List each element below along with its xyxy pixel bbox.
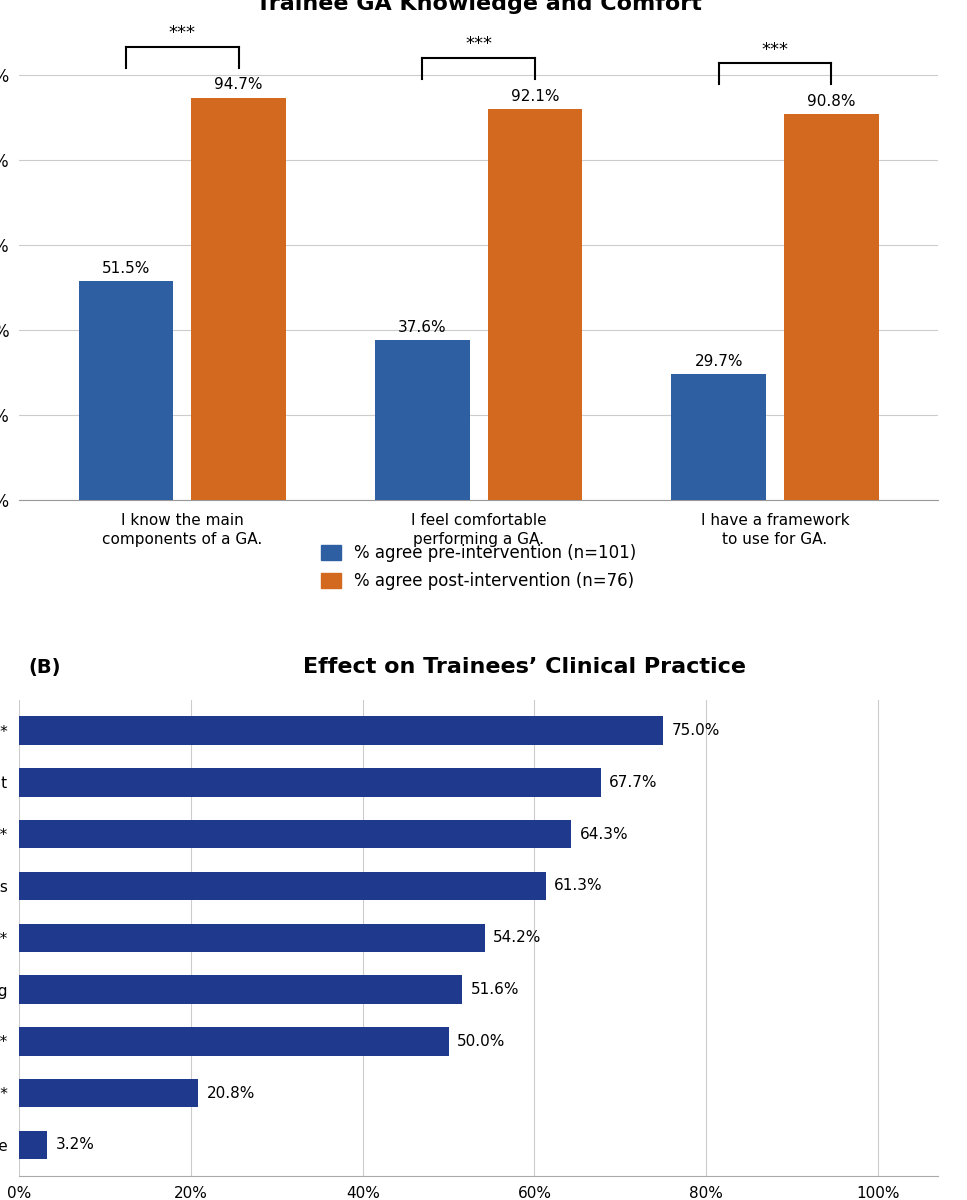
Bar xyxy=(19,1027,449,1056)
Bar xyxy=(19,716,663,745)
Bar xyxy=(19,924,484,952)
Bar xyxy=(375,341,470,500)
Text: 54.2%: 54.2% xyxy=(493,930,542,946)
Text: 50.0%: 50.0% xyxy=(457,1034,506,1049)
Bar xyxy=(19,1079,198,1108)
Text: 51.6%: 51.6% xyxy=(471,982,519,997)
Text: 20.8%: 20.8% xyxy=(207,1086,255,1100)
Bar xyxy=(19,871,545,900)
Title: Trainee GA Knowledge and Comfort: Trainee GA Knowledge and Comfort xyxy=(255,0,702,14)
Bar xyxy=(784,114,879,500)
Text: ***: *** xyxy=(169,24,196,42)
Text: 29.7%: 29.7% xyxy=(694,354,743,368)
Text: ***: *** xyxy=(761,41,788,59)
Bar xyxy=(487,109,582,500)
Bar xyxy=(671,374,766,500)
Bar xyxy=(78,281,173,500)
Text: 51.5%: 51.5% xyxy=(102,262,150,276)
Text: 64.3%: 64.3% xyxy=(580,827,629,841)
Text: ***: *** xyxy=(465,35,492,53)
Text: (B): (B) xyxy=(29,658,61,677)
Text: 67.7%: 67.7% xyxy=(609,775,658,790)
Text: 75.0%: 75.0% xyxy=(672,724,720,738)
Bar xyxy=(19,976,462,1003)
Text: 92.1%: 92.1% xyxy=(511,89,559,103)
Text: 94.7%: 94.7% xyxy=(215,78,263,92)
Bar xyxy=(19,1130,46,1159)
Text: 37.6%: 37.6% xyxy=(398,320,447,335)
Bar xyxy=(191,97,286,500)
Legend: % agree pre-intervention (n=101), % agree post-intervention (n=76): % agree pre-intervention (n=101), % agre… xyxy=(321,545,636,590)
Text: 61.3%: 61.3% xyxy=(554,878,602,894)
Text: Effect on Trainees’ Clinical Practice: Effect on Trainees’ Clinical Practice xyxy=(303,658,747,677)
Text: 90.8%: 90.8% xyxy=(807,94,856,109)
Text: 3.2%: 3.2% xyxy=(55,1138,94,1152)
Bar xyxy=(19,820,571,848)
Bar xyxy=(19,768,601,797)
